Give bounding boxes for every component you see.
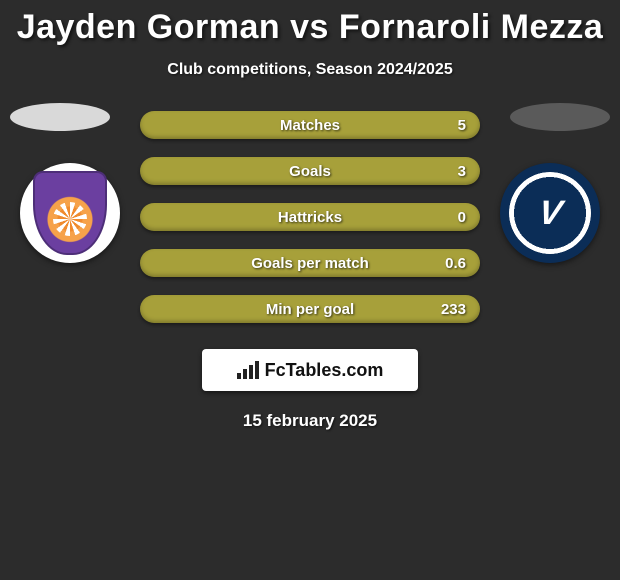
stat-label: Min per goal (266, 301, 354, 318)
perth-glory-crest-icon (33, 171, 107, 255)
stat-label: Goals per match (251, 255, 369, 272)
source-brand-text: FcTables.com (265, 360, 384, 381)
comparison-stage: V Matches 5 Goals 3 Hattricks 0 Goals pe… (0, 111, 620, 431)
bar-chart-icon (237, 361, 259, 379)
stat-value: 0 (458, 209, 466, 226)
stat-value: 233 (441, 301, 466, 318)
stat-bars: Matches 5 Goals 3 Hattricks 0 Goals per … (140, 111, 480, 323)
comparison-title: Jayden Gorman vs Fornaroli Mezza (0, 0, 620, 47)
snapshot-date: 15 february 2025 (0, 411, 620, 431)
player-right-silhouette (510, 103, 610, 131)
club-badge-left (20, 163, 120, 263)
source-logo: FcTables.com (202, 349, 418, 391)
stat-label: Hattricks (278, 209, 342, 226)
victory-v-icon: V (536, 194, 564, 233)
stat-value: 3 (458, 163, 466, 180)
stat-bar-matches: Matches 5 (140, 111, 480, 139)
comparison-subtitle: Club competitions, Season 2024/2025 (0, 61, 620, 79)
stat-label: Matches (280, 117, 340, 134)
stat-bar-min-per-goal: Min per goal 233 (140, 295, 480, 323)
melbourne-victory-crest-icon: V (509, 172, 591, 254)
stat-value: 5 (458, 117, 466, 134)
player-left-silhouette (10, 103, 110, 131)
club-badge-right: V (500, 163, 600, 263)
stat-bar-hattricks: Hattricks 0 (140, 203, 480, 231)
stat-bar-goals: Goals 3 (140, 157, 480, 185)
stat-bar-goals-per-match: Goals per match 0.6 (140, 249, 480, 277)
stat-value: 0.6 (445, 255, 466, 272)
stat-label: Goals (289, 163, 331, 180)
